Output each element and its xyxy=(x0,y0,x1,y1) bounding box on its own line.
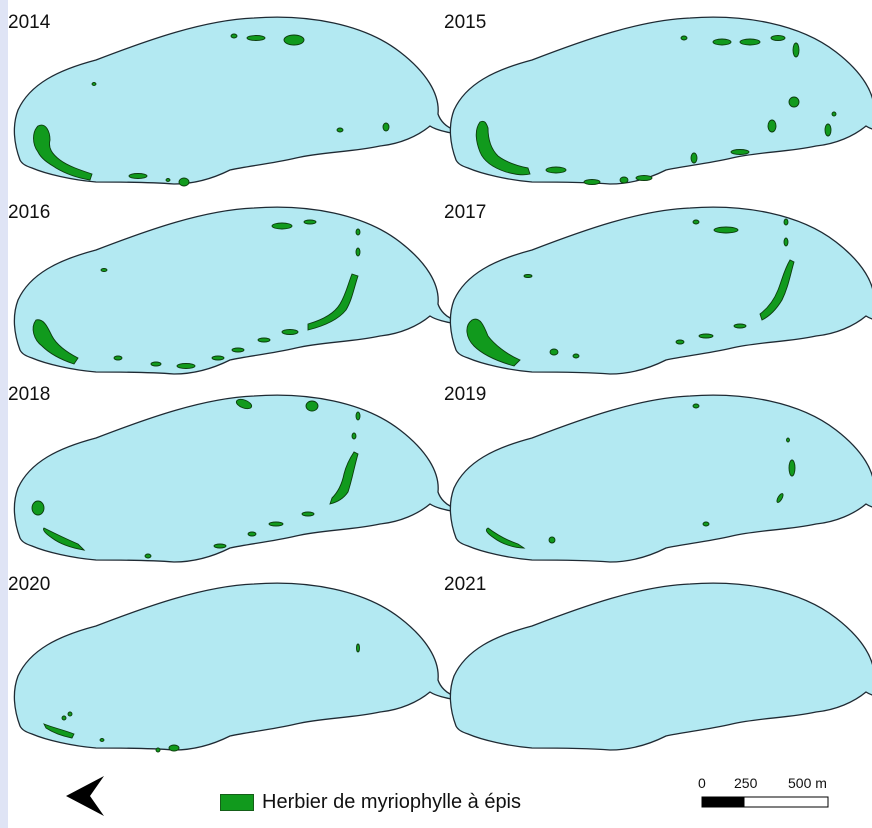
year-label-2015: 2015 xyxy=(444,12,487,33)
vegetation-patches xyxy=(43,643,360,753)
north-arrow-icon xyxy=(66,776,104,816)
year-label-2014: 2014 xyxy=(8,12,51,33)
lake-panel-2018 xyxy=(13,394,457,563)
lake-panel-2017 xyxy=(449,206,872,375)
vegetation-patches xyxy=(475,35,837,185)
year-label-2019: 2019 xyxy=(444,384,487,405)
lake-panel-2016 xyxy=(13,206,457,375)
scale-label-250: 250 xyxy=(734,775,758,791)
vegetation-patches xyxy=(33,33,390,187)
lake-panel-2019 xyxy=(449,394,872,563)
legend-label: Herbier de myriophylle à épis xyxy=(262,790,522,813)
year-label-2016: 2016 xyxy=(8,202,51,223)
vegetation-patches xyxy=(466,218,795,367)
vegetation-patches xyxy=(31,398,361,559)
scale-label-0: 0 xyxy=(698,775,706,791)
scale-bar xyxy=(701,796,829,808)
lake-panel-2014 xyxy=(13,16,457,187)
year-label-2021: 2021 xyxy=(444,574,487,595)
lake-panel-2021 xyxy=(449,582,872,751)
legend: Herbier de myriophylle à épis xyxy=(220,790,521,814)
year-label-2018: 2018 xyxy=(8,384,51,405)
lake-panel-2020 xyxy=(13,582,457,753)
vegetation-patches xyxy=(32,219,361,369)
map-figure: 2014 2015 2016 2017 2018 2019 2020 2021 … xyxy=(8,0,872,828)
year-label-2017: 2017 xyxy=(444,202,487,223)
scale-label-500m: 500 m xyxy=(788,775,827,791)
year-label-2020: 2020 xyxy=(8,574,51,595)
vegetation-patches xyxy=(485,403,796,549)
legend-swatch xyxy=(220,793,254,811)
lake-panel-2015 xyxy=(449,16,872,185)
lake-maps xyxy=(13,16,872,808)
